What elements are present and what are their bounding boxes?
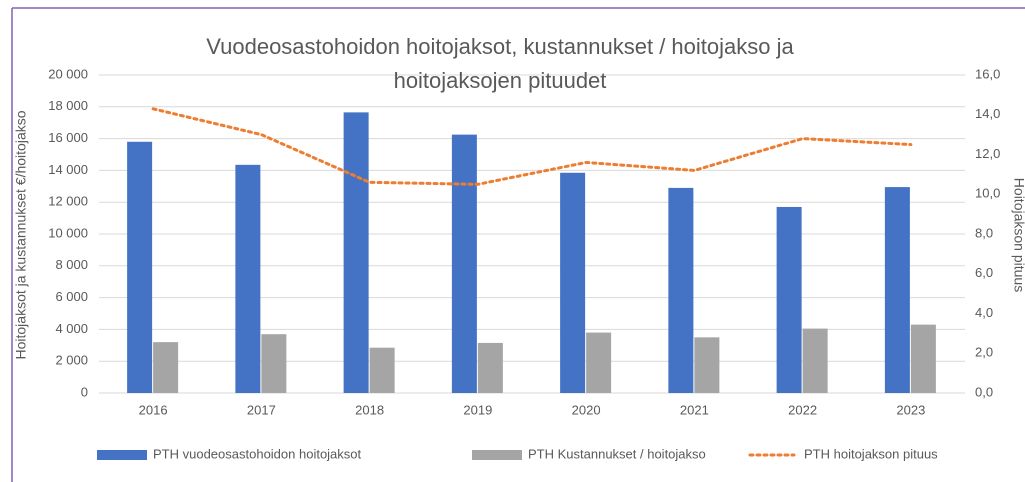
bar (127, 141, 153, 393)
bar (910, 324, 936, 393)
y2-axis-label: Hoitojakson pituus (1011, 178, 1025, 292)
bar (235, 164, 261, 393)
x-tick-label: 2016 (139, 402, 168, 417)
bar (477, 342, 503, 393)
y-tick-label: 4 000 (55, 321, 88, 336)
legend-swatch (97, 450, 147, 460)
bar (884, 187, 910, 393)
bar (560, 172, 586, 393)
y2-tick-label: 8,0 (975, 225, 993, 240)
y2-tick-label: 0,0 (975, 384, 993, 399)
bar (802, 328, 828, 393)
line-series (151, 107, 913, 186)
y2-tick-label: 6,0 (975, 265, 993, 280)
y2-tick-label: 2,0 (975, 345, 993, 360)
chart-title: Vuodeosastohoidon hoitojaksot, kustannuk… (206, 34, 794, 93)
y-tick-label: 2 000 (55, 353, 88, 368)
bar (369, 347, 395, 393)
y2-tick-label: 4,0 (975, 305, 993, 320)
y-tick-label: 12 000 (48, 194, 88, 209)
y-tick-label: 8 000 (55, 257, 88, 272)
y2-tick-label: 12,0 (975, 146, 1000, 161)
bar (694, 337, 720, 393)
y-tick-label: 6 000 (55, 289, 88, 304)
y-axis-label: Hoitojaksot ja kustannukset €/hoitojakso (13, 110, 29, 359)
legend-label: PTH Kustannukset / hoitojakso (528, 446, 706, 461)
y-tick-label: 0 (81, 384, 88, 399)
bar (153, 342, 179, 393)
x-tick-label: 2023 (896, 402, 925, 417)
y-tick-label: 14 000 (48, 162, 88, 177)
x-tick-label: 2017 (247, 402, 276, 417)
y2-tick-label: 16,0 (975, 66, 1000, 81)
bar (776, 206, 802, 393)
y2-tick-label: 14,0 (975, 106, 1000, 121)
x-tick-label: 2020 (572, 402, 601, 417)
bar (261, 334, 287, 393)
bar (343, 112, 369, 394)
legend-label: PTH vuodeosastohoidon hoitojaksot (153, 446, 362, 461)
bar (586, 332, 612, 393)
bar (668, 187, 694, 393)
bar (451, 134, 477, 393)
y-tick-label: 10 000 (48, 225, 88, 240)
y2-tick-label: 10,0 (975, 186, 1000, 201)
y-tick-label: 20 000 (48, 66, 88, 81)
x-tick-label: 2022 (788, 402, 817, 417)
x-tick-label: 2018 (355, 402, 384, 417)
legend-swatch (472, 450, 522, 460)
y-tick-label: 18 000 (48, 98, 88, 113)
legend-label: PTH hoitojakson pituus (804, 446, 938, 461)
y-tick-label: 16 000 (48, 130, 88, 145)
x-tick-label: 2021 (680, 402, 709, 417)
x-tick-label: 2019 (463, 402, 492, 417)
